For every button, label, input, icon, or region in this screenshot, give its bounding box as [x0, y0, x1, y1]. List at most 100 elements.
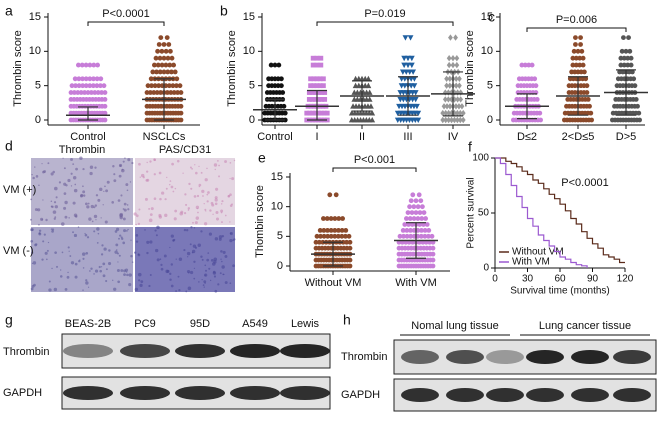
x-tick-label: 2<D≤5 — [562, 131, 595, 143]
speckle — [43, 233, 46, 236]
speckle — [195, 205, 200, 210]
dot — [418, 198, 424, 204]
speckle — [82, 190, 86, 194]
dot — [441, 103, 447, 110]
speckle — [201, 258, 204, 261]
speckle — [64, 288, 68, 291]
speckle — [154, 229, 157, 232]
x-axis-label: Survival time (months) — [510, 286, 609, 297]
dot — [317, 228, 323, 233]
speckle — [153, 173, 156, 176]
speckle — [30, 218, 32, 221]
y-tick-label: 50 — [478, 208, 490, 219]
dot — [321, 233, 327, 239]
speckle — [55, 265, 59, 268]
speckle — [177, 275, 180, 278]
significance-bracket — [87, 21, 165, 26]
speckle — [187, 286, 192, 291]
dot — [154, 90, 160, 95]
dot — [169, 69, 174, 75]
dot — [430, 257, 436, 263]
x-tick-label: Control — [70, 131, 105, 143]
dot — [584, 90, 590, 95]
dot — [163, 48, 169, 54]
dot — [280, 90, 286, 95]
y-tick-label: 15 — [29, 11, 41, 23]
dot — [336, 216, 342, 221]
y-tick-label: 10 — [481, 45, 493, 57]
dot — [625, 55, 631, 61]
band — [230, 386, 280, 400]
dot — [339, 228, 345, 233]
speckle — [30, 239, 34, 243]
y-tick-label: 5 — [249, 80, 255, 92]
dot — [409, 210, 415, 216]
speckle — [59, 269, 62, 271]
speckle — [155, 234, 158, 237]
speckle — [30, 198, 33, 201]
speckle — [117, 199, 121, 202]
speckle — [224, 160, 227, 163]
dot — [175, 90, 181, 95]
speckle — [63, 167, 66, 170]
dot — [411, 228, 417, 233]
speckle — [126, 204, 129, 206]
speckle — [53, 287, 58, 292]
speckle — [131, 161, 134, 165]
dot — [365, 82, 372, 89]
speckle — [183, 212, 187, 215]
speckle — [146, 170, 149, 173]
dot — [332, 228, 338, 233]
speckle — [163, 254, 167, 258]
speckle — [58, 181, 62, 184]
speckle — [220, 211, 223, 214]
speckle — [224, 281, 228, 285]
speckle — [113, 173, 116, 176]
dot — [459, 103, 465, 110]
speckle — [145, 178, 149, 182]
dot — [442, 89, 448, 96]
y-tick-label: 0 — [483, 263, 489, 274]
speckle — [122, 241, 126, 245]
dot — [322, 97, 328, 102]
p-value: P<0.001 — [354, 154, 395, 166]
dot — [415, 117, 422, 123]
dot — [95, 90, 101, 95]
speckle — [173, 217, 177, 221]
speckle — [46, 258, 48, 261]
speckle — [119, 212, 124, 217]
dot — [627, 48, 633, 54]
dot — [580, 55, 586, 61]
speckle — [149, 240, 153, 244]
dot — [533, 83, 539, 89]
dot — [402, 35, 409, 41]
dot — [573, 35, 578, 40]
speckle — [149, 160, 152, 163]
dot — [408, 228, 413, 233]
speckle — [30, 287, 34, 291]
speckle — [84, 232, 86, 235]
dot — [340, 239, 346, 245]
speckle — [123, 229, 127, 233]
dot — [625, 62, 631, 68]
speckle — [164, 213, 168, 218]
speckle — [118, 237, 120, 240]
speckle — [52, 210, 57, 214]
speckle — [51, 228, 55, 231]
speckle — [135, 223, 138, 226]
speckle — [72, 201, 76, 205]
dot — [633, 97, 639, 102]
speckle — [101, 244, 104, 247]
speckle — [209, 209, 212, 212]
speckle — [113, 179, 117, 183]
y-tick-label: 15 — [481, 11, 493, 23]
speckle — [74, 183, 77, 186]
speckle — [85, 279, 88, 282]
dot — [155, 48, 161, 54]
legend-label: With VM — [512, 257, 550, 268]
dot — [450, 55, 456, 62]
speckle — [229, 193, 232, 197]
speckle — [82, 185, 84, 188]
speckle — [98, 265, 101, 269]
speckle — [50, 200, 53, 202]
